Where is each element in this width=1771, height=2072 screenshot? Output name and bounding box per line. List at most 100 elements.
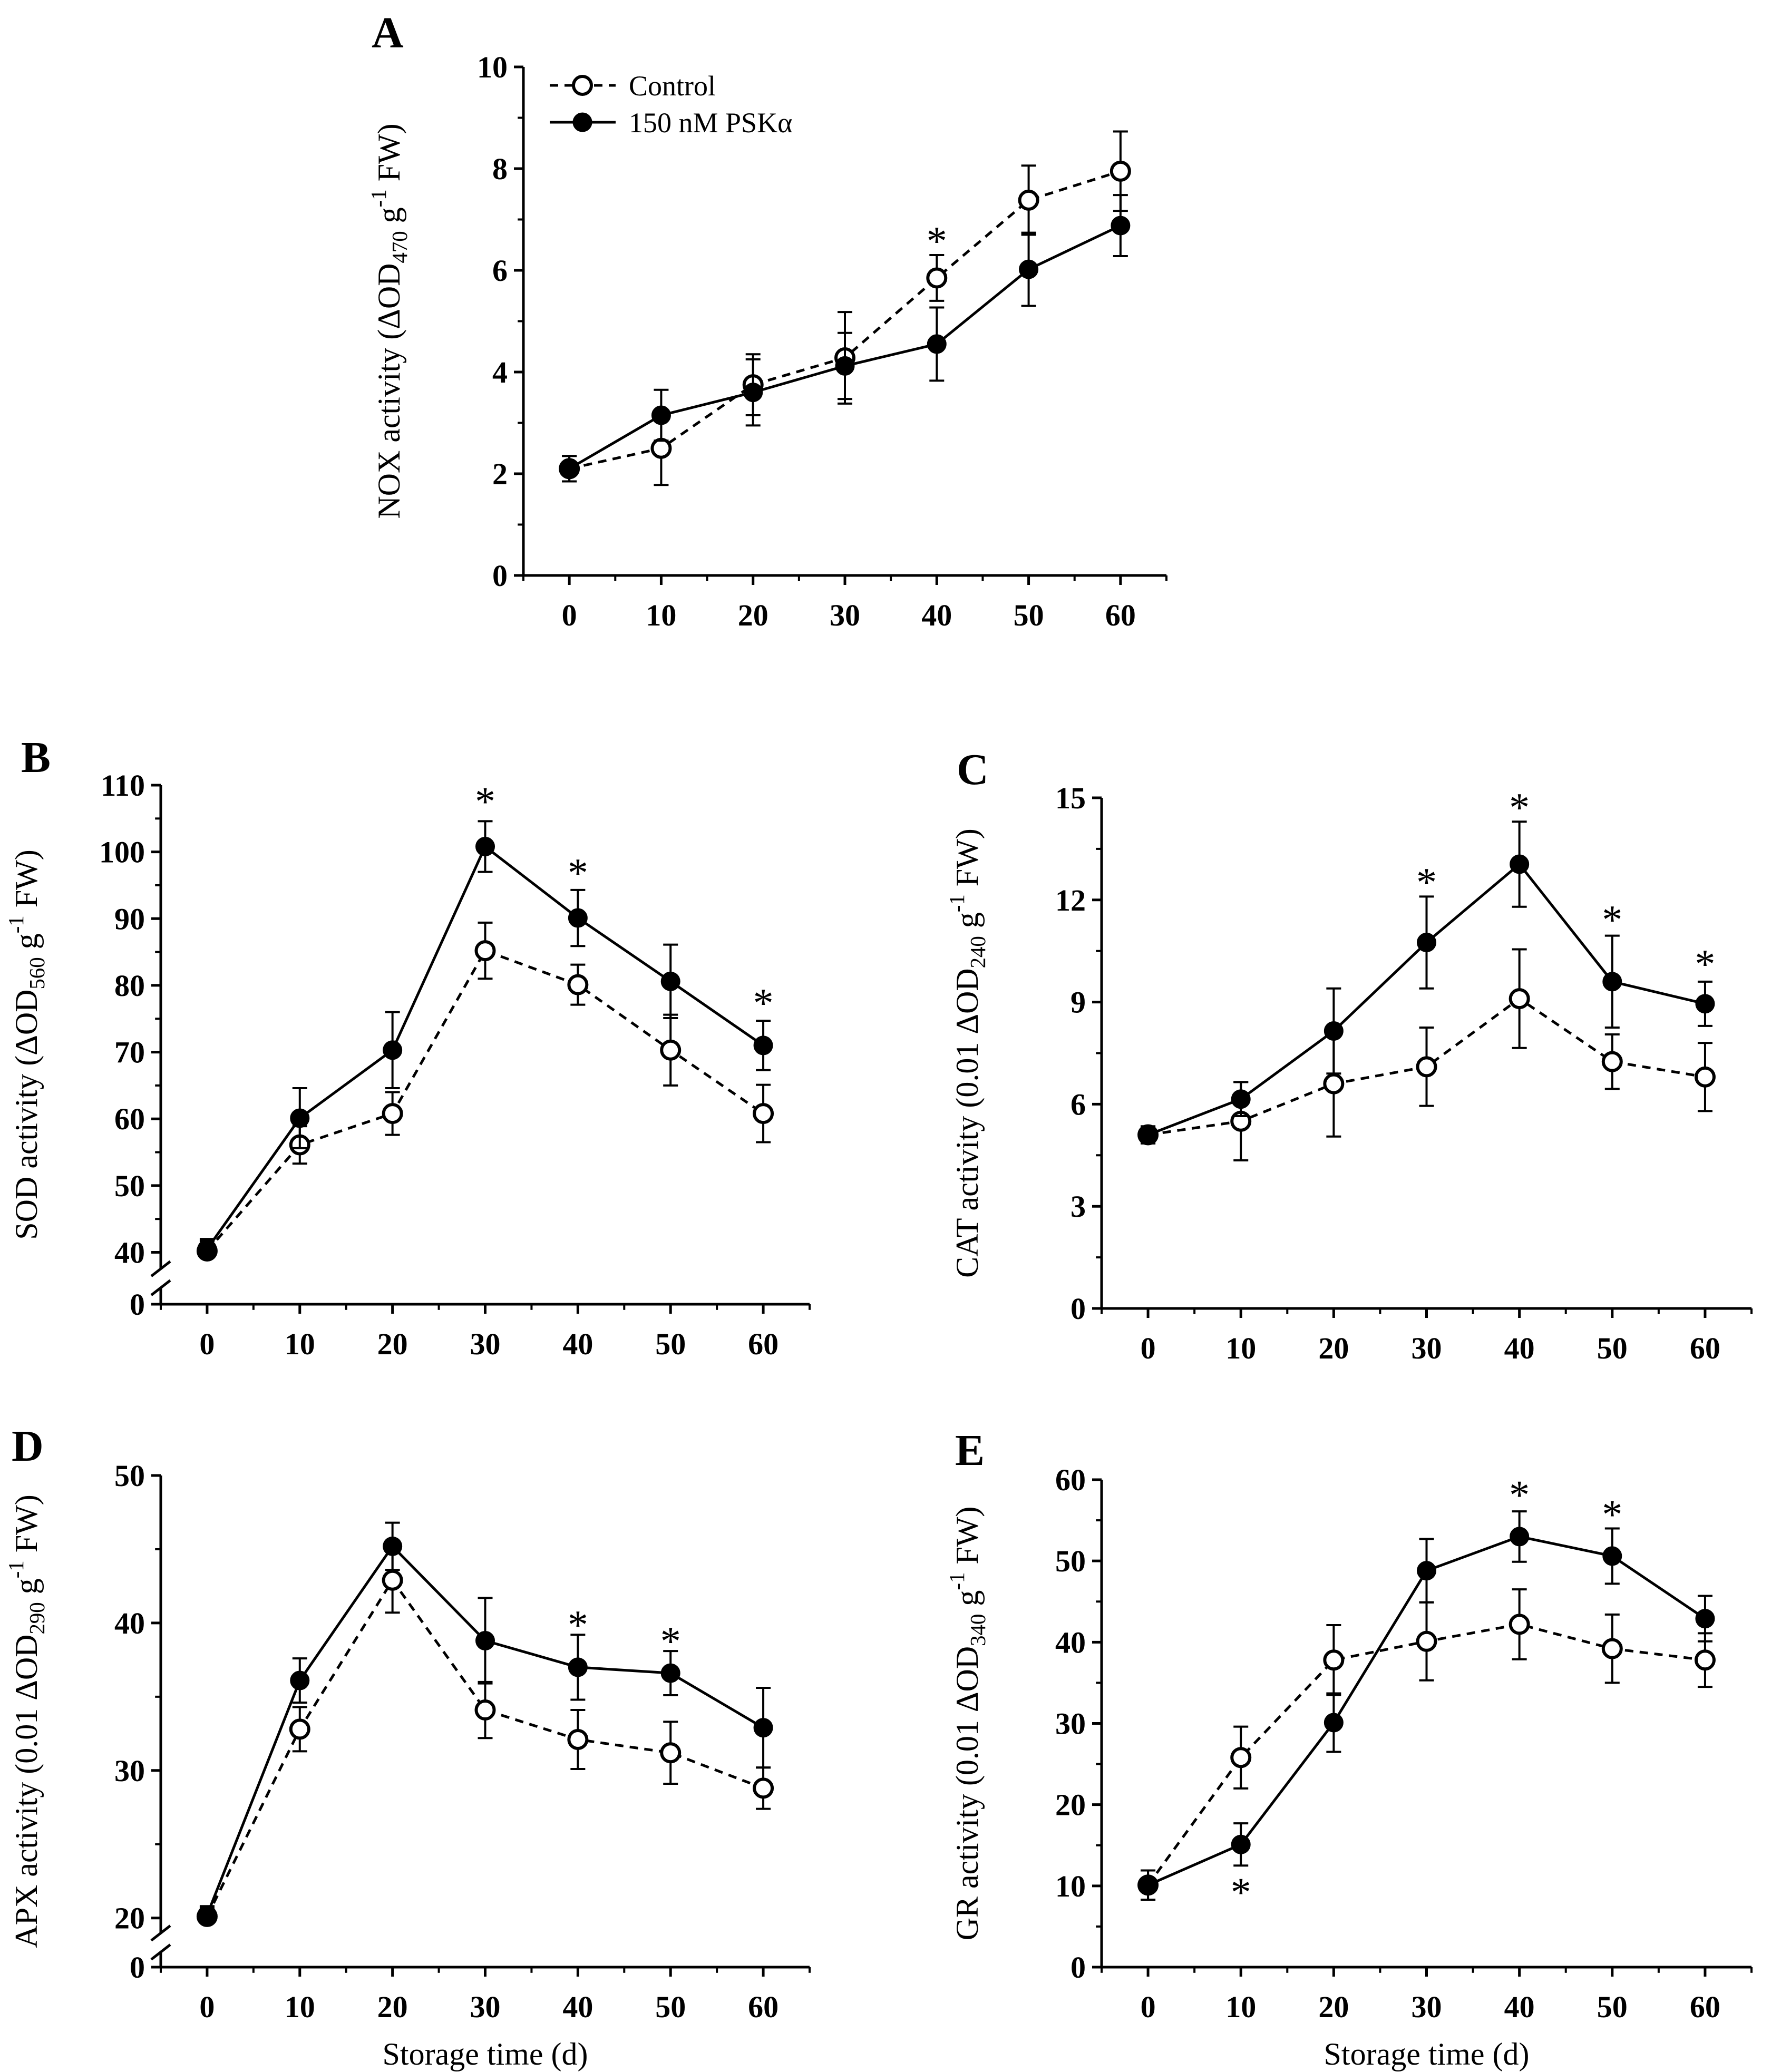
y-axis-label-sub: 340: [966, 1614, 990, 1646]
x-tick-label: 20: [377, 1327, 408, 1361]
data-point: [474, 1699, 496, 1721]
x-tick-label: 0: [1141, 1990, 1156, 2024]
series-pskalpha: [197, 1521, 773, 1925]
panel-a: 0 10 20 30 40 50 60 0 2 4 6 8 10 NOX activity (ΔOD470…: [367, 8, 1167, 632]
data-point: [651, 405, 671, 425]
x-tick-label: 40: [562, 1327, 593, 1361]
data-point: [1138, 1875, 1158, 1895]
data-point: [926, 267, 948, 289]
legend-marker: [572, 112, 592, 132]
y-axis-label: CAT activity (0.01 ΔOD240 g-1 FW): [945, 828, 990, 1278]
x-tick-label: 10: [285, 1327, 315, 1361]
y-axis-label-prefix: SOD activity (ΔOD: [9, 989, 44, 1239]
significance-star: *: [1695, 941, 1715, 987]
y-axis-label-suffix: FW): [950, 1507, 985, 1572]
significance-star: *: [927, 218, 947, 263]
y-tick-label: 110: [101, 768, 145, 803]
y-tick-label: 40: [114, 1606, 145, 1640]
data-point: [743, 383, 763, 403]
significance-star: *: [660, 1618, 681, 1664]
y-axis-label-mid: g: [9, 933, 44, 957]
data-point: [1230, 1747, 1252, 1768]
y-axis-label: SOD activity (ΔOD560 g-1 FW): [4, 849, 49, 1239]
data-point: [1111, 216, 1131, 236]
data-point: [660, 1663, 680, 1683]
data-point: [660, 1039, 682, 1061]
legend-label: Control: [629, 70, 716, 102]
y-tick-label: 20: [114, 1901, 145, 1936]
significance-star: *: [568, 1602, 588, 1648]
y-axis-label-sup: -1: [4, 1560, 28, 1578]
series-pskalpha: [1138, 1510, 1715, 1901]
x-tick-label: 30: [830, 598, 860, 632]
y-axis-break-mark: [150, 1279, 171, 1296]
x-tick-label: 10: [646, 598, 676, 632]
data-point: [1018, 189, 1039, 211]
y-tick-label: 40: [1055, 1625, 1086, 1659]
data-point: [290, 1108, 310, 1128]
data-point: [1231, 1089, 1251, 1109]
x-tick-label: 50: [1597, 1331, 1628, 1365]
x-tick-label: 50: [1014, 598, 1044, 632]
data-point: [1509, 1614, 1530, 1635]
data-point: [1601, 1638, 1623, 1659]
y-tick-label: 0: [130, 1287, 145, 1322]
x-tick-label: 20: [738, 598, 768, 632]
y-axis-label-sup: -1: [945, 1572, 969, 1590]
y-tick-label: 15: [1055, 781, 1086, 815]
y-tick-label: 10: [1055, 1869, 1086, 1903]
data-point: [567, 974, 589, 995]
y-tick-label: 40: [114, 1236, 145, 1270]
y-tick-label: 100: [99, 835, 145, 869]
data-point: [1416, 1056, 1437, 1078]
data-point: [753, 1777, 774, 1799]
y-tick-label: 60: [114, 1102, 145, 1136]
panel-label: B: [21, 733, 51, 782]
x-tick-label: 50: [655, 1990, 686, 2024]
x-tick-label: 60: [748, 1327, 779, 1361]
significance-star: *: [568, 850, 588, 896]
y-tick-label: 9: [1071, 985, 1086, 1020]
y-axis-label-prefix: CAT activity (0.01 ΔOD: [950, 968, 985, 1277]
y-axis-label-sub: 560: [25, 957, 49, 989]
y-tick-label: 2: [492, 457, 508, 491]
y-tick-label: 10: [477, 50, 508, 84]
x-tick-label: 0: [1141, 1331, 1156, 1365]
x-tick-label: 60: [1690, 1331, 1720, 1365]
series-pskalpha: [559, 194, 1131, 483]
data-point: [1417, 933, 1436, 953]
x-tick-label: 0: [562, 598, 577, 632]
data-point: [1019, 259, 1039, 279]
significance-star: *: [1509, 784, 1530, 830]
y-axis-break-mark: [150, 1924, 171, 1942]
x-tick-label: 10: [1225, 1990, 1256, 2024]
y-axis-label-sup: -1: [367, 189, 391, 207]
y-tick-label: 50: [1055, 1544, 1086, 1578]
series-pskalpha: [197, 820, 773, 1259]
y-axis-label-suffix: FW): [372, 123, 406, 189]
x-tick-label: 30: [470, 1327, 501, 1361]
y-axis-label-mid: g: [950, 1590, 985, 1614]
panel-b: 0 10 20 30 40 50 60 0 40 50 60 70 80 90 100 110 SOD acti…: [4, 733, 811, 1361]
legend-label: 150 nM PSKα: [629, 107, 792, 139]
x-tick-label: 20: [1318, 1990, 1349, 2024]
data-point: [1138, 1125, 1158, 1145]
significance-star: *: [1602, 1491, 1622, 1537]
y-axis-break-mark: [150, 1943, 171, 1961]
data-point: [559, 458, 579, 478]
data-point: [753, 1718, 773, 1738]
x-tick-label: 0: [199, 1990, 215, 2024]
data-point: [382, 1569, 403, 1591]
data-point: [1231, 1834, 1251, 1854]
data-point: [568, 1657, 588, 1677]
y-tick-label: 8: [492, 152, 508, 186]
panel-d: 0 10 20 30 40 50 60 0 20 30 40 50 APX activity (0.01…: [4, 1422, 811, 2071]
data-point: [753, 1103, 774, 1125]
series-line: [206, 949, 764, 1252]
y-axis-label-sub: 240: [966, 936, 990, 968]
data-point: [1510, 1527, 1530, 1547]
y-axis-label-sup: -1: [4, 915, 28, 933]
data-point: [753, 1035, 773, 1055]
data-point: [383, 1536, 403, 1556]
panel-label: C: [957, 745, 989, 794]
